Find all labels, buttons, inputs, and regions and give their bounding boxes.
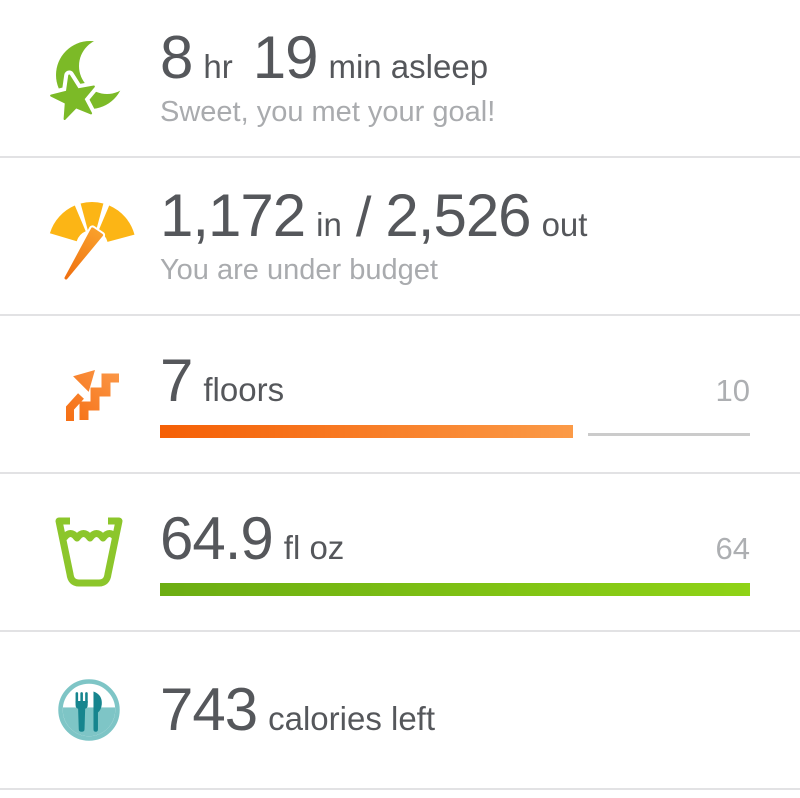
calories-io-stat: 1,172 in / 2,526 out (160, 181, 750, 249)
water-progress-fill (160, 582, 750, 596)
floors-tile[interactable]: 7 floors 10 (0, 316, 800, 472)
calories-io-separator: / (355, 184, 372, 248)
water-tile[interactable]: 64.9 fl oz 64 (0, 474, 800, 630)
calories-in-out-tile[interactable]: 1,172 in / 2,526 out You are under budge… (0, 158, 800, 314)
floors-progress-track (588, 432, 750, 436)
calories-in-value: 1,172 (160, 181, 306, 249)
calories-left-unit: calories left (268, 700, 436, 737)
divider (0, 630, 800, 632)
water-stat: 64.9 fl oz 64 (160, 504, 750, 572)
floors-goal: 10 (715, 372, 750, 408)
calorie-gauge-icon (0, 158, 160, 314)
divider (0, 156, 800, 158)
sleep-hours-value: 8 (160, 23, 193, 91)
calories-left-tile[interactable]: 743 calories left (0, 632, 800, 788)
stairs-icon (0, 316, 160, 472)
sleep-subtitle: Sweet, you met your goal! (160, 95, 496, 128)
calories-left-value: 743 (160, 676, 258, 743)
water-value: 64.9 (160, 504, 274, 572)
calories-left-stat: 743 calories left (160, 680, 750, 740)
divider (0, 472, 800, 474)
sleep-tile[interactable]: 8 hr 19 min asleep Sweet, you met your g… (0, 0, 800, 156)
floors-stat: 7 floors 10 (160, 346, 750, 414)
sleep-content: 8 hr 19 min asleep Sweet, you met your g… (160, 23, 800, 129)
floors-value: 7 (160, 346, 193, 414)
calories-out-value: 2,526 (385, 181, 531, 249)
divider (0, 788, 800, 790)
floors-progress-fill (160, 424, 573, 438)
water-content: 64.9 fl oz 64 (160, 504, 800, 596)
floors-unit: floors (203, 370, 285, 408)
water-cup-icon (0, 474, 160, 630)
floors-content: 7 floors 10 (160, 346, 800, 438)
calories-in-unit: in (316, 205, 342, 243)
floors-progress-bar (160, 424, 750, 438)
calories-io-subtitle: You are under budget (160, 253, 438, 286)
moon-star-icon (0, 0, 160, 156)
sleep-minutes-unit: min asleep (328, 47, 489, 85)
sleep-minutes-value: 19 (252, 23, 319, 91)
calories-left-content: 743 calories left (160, 680, 800, 740)
meal-icon (0, 632, 160, 788)
sleep-stat: 8 hr 19 min asleep (160, 23, 750, 91)
water-unit: fl oz (283, 528, 345, 566)
sleep-hours-unit: hr (203, 47, 233, 85)
water-progress-bar (160, 582, 750, 596)
calories-out-unit: out (541, 205, 588, 243)
divider (0, 314, 800, 316)
water-goal: 64 (715, 530, 750, 566)
calories-io-content: 1,172 in / 2,526 out You are under budge… (160, 181, 800, 287)
